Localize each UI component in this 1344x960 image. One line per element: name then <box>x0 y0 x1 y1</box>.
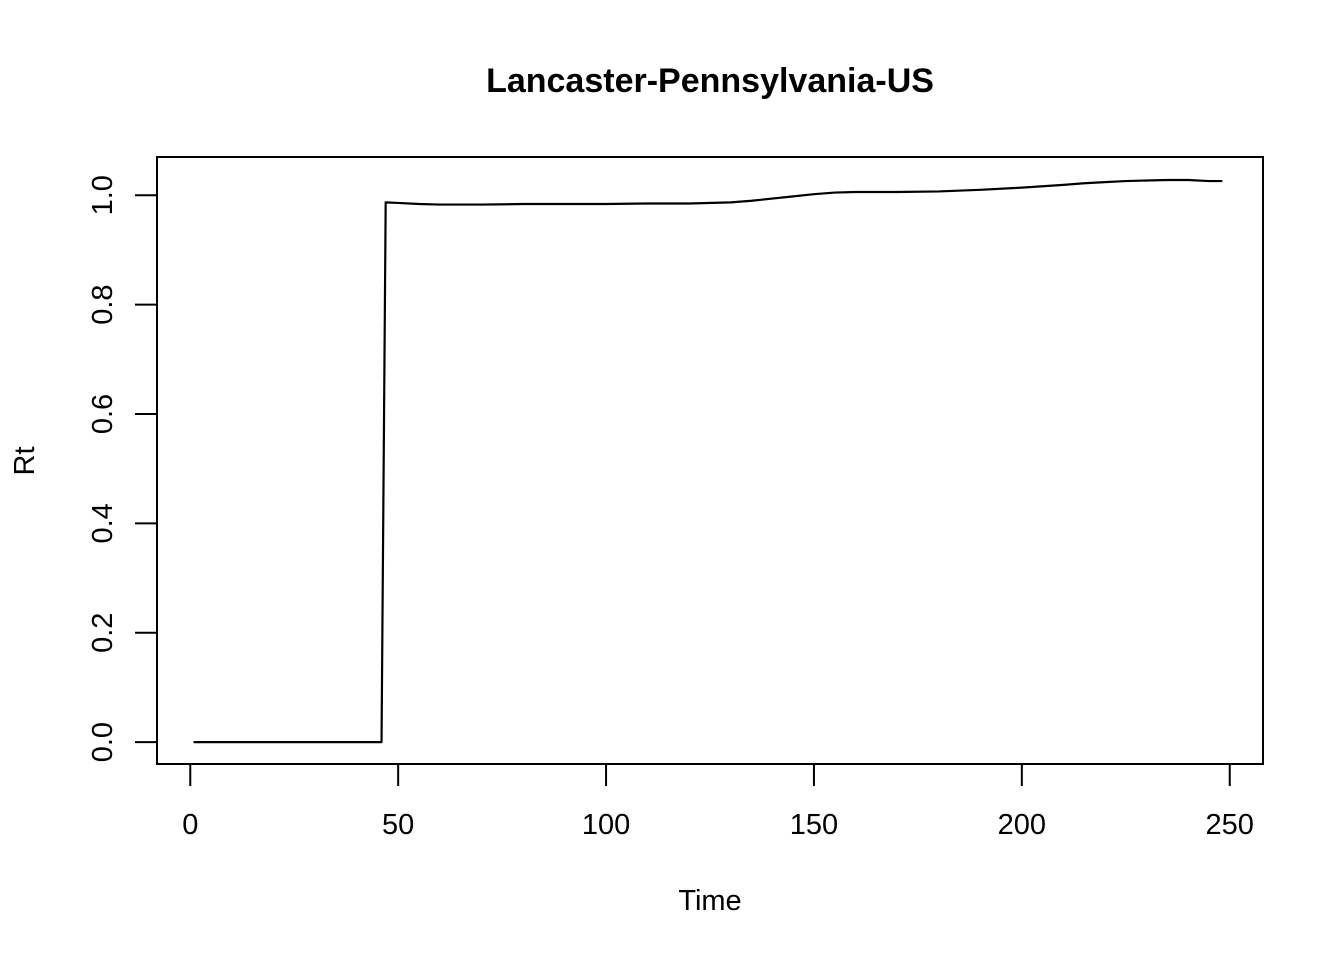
y-tick-label: 0.8 <box>87 284 119 324</box>
y-tick-label: 0.6 <box>87 394 119 434</box>
y-axis-label: Rt <box>9 447 41 476</box>
x-tick-label: 150 <box>790 809 838 841</box>
y-axis: 0.0 0.2 0.4 0.6 0.8 1.0 <box>87 175 158 762</box>
x-tick-label: 50 <box>382 809 414 841</box>
y-tick-label: 0.4 <box>87 503 119 543</box>
chart-title: Lancaster-Pennsylvania-US <box>486 62 934 100</box>
x-axis: 0 50 100 150 200 250 <box>182 763 1254 841</box>
y-tick-label: 1.0 <box>87 175 119 215</box>
series-line <box>193 178 1223 744</box>
y-tick-label: 0.2 <box>87 613 119 653</box>
series-layer <box>193 178 1223 744</box>
x-tick-label: 100 <box>582 809 630 841</box>
x-axis-label: Time <box>678 885 741 917</box>
x-tick-label: 0 <box>182 809 198 841</box>
x-tick-label: 250 <box>1206 809 1254 841</box>
y-tick-label: 0.0 <box>87 722 119 762</box>
x-tick-label: 200 <box>998 809 1046 841</box>
